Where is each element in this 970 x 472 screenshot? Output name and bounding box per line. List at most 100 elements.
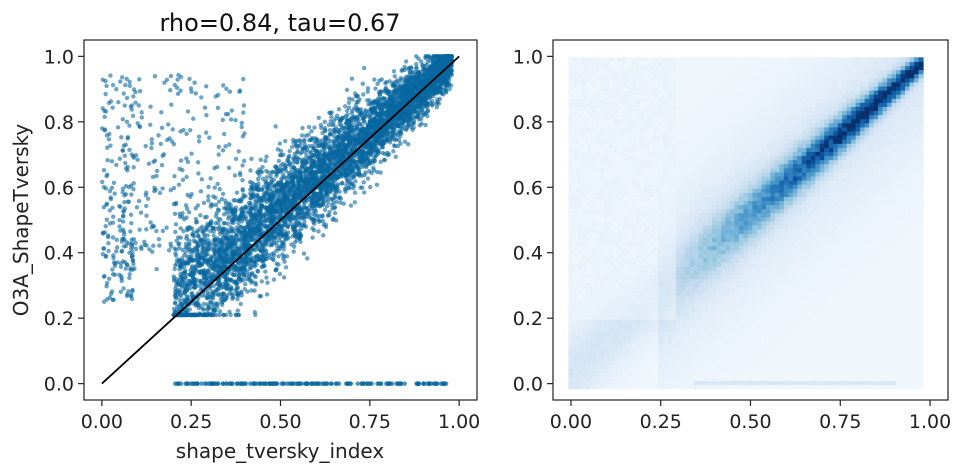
scatter-point [350,130,355,135]
scatter-point [299,223,305,228]
scatter-point [360,185,365,190]
scatter-point [283,138,288,144]
scatter-point [321,222,326,228]
scatter-point [270,241,275,247]
scatter-point [231,295,236,300]
scatter-point [381,157,387,163]
scatter-point [294,150,300,155]
scatter-point [261,263,267,269]
scatter-point [244,243,249,248]
scatter-point [264,154,269,159]
scatter-point [255,269,261,274]
scatter-point [327,110,332,115]
scatter-point [435,97,440,102]
scatter-point [416,56,421,61]
scatter-point [274,266,279,272]
scatter-point [232,173,238,178]
scatter-panel: rho=0.84, tau=0.67 0.00 0.25 0.50 0.75 1.00 … [9,9,480,463]
scatter-point [208,300,214,305]
scatter-point [195,302,201,308]
scatter-point [287,148,292,154]
scatter-point [205,233,210,238]
scatter-point [293,143,299,148]
scatter-point [269,252,274,257]
scatter-point [177,267,182,272]
scatter-point [302,177,307,182]
scatter-point [314,197,320,203]
scatter-point [241,158,247,163]
scatter-point [424,95,429,101]
scatter-point [336,148,342,154]
scatter-point [287,172,293,177]
scatter-point [281,275,287,280]
scatter-point [181,290,186,295]
scatter-point [437,54,443,59]
scatter-point [211,233,216,238]
scatter-point [277,271,283,277]
scatter-point [309,129,314,134]
scatter-point [425,78,430,83]
scatter-point [360,81,365,86]
scatter-point [173,290,179,296]
scatter-point [262,218,268,223]
scatter-point [440,76,446,81]
scatter-point [302,137,307,143]
scatter-point [242,287,247,292]
scatter-point [248,168,253,173]
scatter-point [344,175,349,181]
scatter-point [283,219,288,224]
scatter-point [204,252,209,257]
scatter-point [210,266,216,271]
scatter-point [206,194,211,199]
scatter-point [307,155,313,160]
scatter-point [366,102,371,107]
scatter-point [344,108,350,114]
scatter-point [257,173,262,178]
scatter-point [219,196,225,202]
scatter-point [299,133,305,138]
scatter-point [373,118,379,123]
scatter-point [186,242,191,248]
scatter-point [440,60,446,65]
scatter-point [399,68,404,73]
scatter-point [205,290,211,295]
scatter-point [324,188,329,194]
scatter-point [316,229,321,234]
scatter-point [328,131,333,137]
scatter-point [204,307,210,312]
scatter-point [430,55,436,60]
scatter-point [197,312,203,317]
scatter-point [374,136,379,142]
scatter-point [246,210,252,215]
scatter-point [310,164,316,170]
scatter-point [314,191,320,197]
scatter-point [431,90,437,95]
scatter-point [208,219,214,224]
scatter-point [230,226,235,231]
scatter-point [249,288,254,293]
scatter-point [278,148,284,154]
scatter-point [357,97,362,102]
scatter-point [344,183,349,188]
scatter-point [349,181,355,186]
scatter-point [352,106,357,111]
scatter-point [282,166,288,171]
scatter-point [187,278,192,284]
scatter-point [379,117,384,123]
scatter-point [283,265,289,270]
scatter-point [382,104,387,110]
scatter-point [258,157,263,163]
scatter-point [192,284,197,289]
scatter-point [262,204,268,210]
scatter-point [354,159,360,165]
scatter-point [210,202,215,208]
scatter-point [351,143,356,148]
scatter-point [253,280,258,285]
scatter-point [217,312,222,318]
scatter-point [349,110,355,116]
scatter-point [312,158,317,163]
scatter-point [201,301,207,307]
scatter-point [315,217,321,222]
scatter-point [352,190,358,195]
scatter-point [270,207,275,213]
